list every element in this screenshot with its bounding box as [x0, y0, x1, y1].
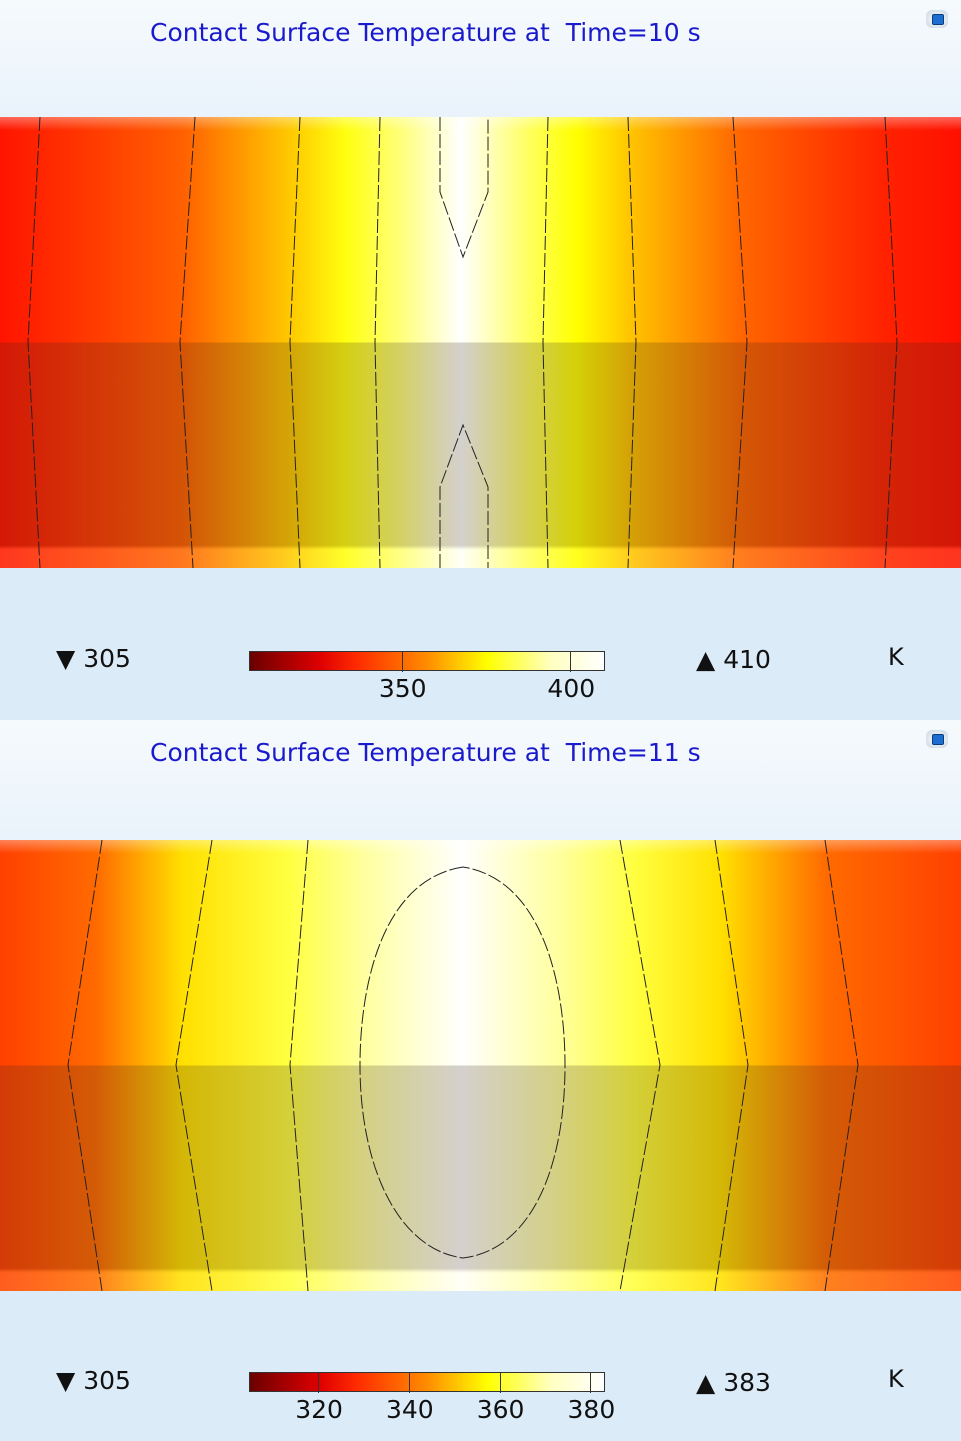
- isotherm-contour: [732, 117, 748, 568]
- colorbar-tick-label: 350: [378, 674, 427, 703]
- isotherm-contour: [179, 117, 196, 568]
- colorbar-tick-label: 400: [547, 674, 596, 703]
- colorbar-tick: [401, 652, 403, 672]
- colorbar: 350 400: [249, 651, 605, 703]
- min-value: ▼ 305: [56, 644, 131, 673]
- colorbar-tick: [590, 1373, 592, 1393]
- isotherm-contour: [619, 840, 661, 1291]
- isotherm-contour: [714, 840, 749, 1291]
- colorbar-tick: [318, 1373, 320, 1393]
- unit-label: K: [888, 1365, 904, 1393]
- camera-icon[interactable]: [926, 730, 948, 748]
- max-value: ▲ 410: [696, 645, 771, 674]
- colorbar: 320 340 360 380: [249, 1372, 615, 1424]
- isotherm-contour: [439, 423, 489, 568]
- unit-label: K: [888, 643, 904, 671]
- down-triangle-icon: ▼: [56, 1366, 76, 1395]
- isotherm-contour: [884, 117, 898, 568]
- isotherm-contour: [359, 866, 566, 1259]
- down-triangle-icon: ▼: [56, 644, 76, 673]
- up-triangle-icon: ▲: [696, 645, 716, 674]
- lower-body-shading: [0, 840, 961, 1291]
- isotherm-contour: [439, 117, 489, 259]
- isotherm-contour: [27, 117, 41, 568]
- colorbar-tick-label: 380: [567, 1395, 616, 1424]
- up-triangle-icon: ▲: [696, 1368, 716, 1397]
- plot-panel-time-10: Contact Surface Temperature at Time=10 s…: [0, 0, 961, 718]
- heatmap-surface: [0, 840, 961, 1291]
- isotherm-contour: [627, 117, 637, 568]
- min-value: ▼ 305: [56, 1366, 131, 1395]
- plot-title: Contact Surface Temperature at Time=11 s: [150, 738, 701, 767]
- colorbar-tick: [570, 652, 572, 672]
- min-label: 305: [83, 1366, 131, 1395]
- plot-panel-time-11: Contact Surface Temperature at Time=11 s…: [0, 720, 961, 1441]
- max-label: 410: [723, 645, 771, 674]
- isotherm-contour: [175, 840, 213, 1291]
- lower-body-shading: [0, 117, 961, 568]
- heatmap-surface: [0, 117, 961, 568]
- max-value: ▲ 383: [696, 1368, 771, 1397]
- colorbar-tick-label: 340: [385, 1395, 434, 1424]
- min-label: 305: [83, 644, 131, 673]
- max-label: 383: [723, 1368, 771, 1397]
- isotherm-contour: [824, 840, 859, 1291]
- camera-icon[interactable]: [926, 10, 948, 28]
- isotherm-contour: [542, 117, 549, 568]
- plot-title: Contact Surface Temperature at Time=10 s: [150, 18, 701, 47]
- isotherm-contour: [289, 840, 309, 1291]
- colorbar-tick: [408, 1373, 410, 1393]
- isotherm-contour: [67, 840, 103, 1291]
- colorbar-tick-label: 360: [476, 1395, 525, 1424]
- colorbar-tick: [499, 1373, 501, 1393]
- isotherm-contour: [289, 117, 301, 568]
- colorbar-tick-label: 320: [295, 1395, 343, 1424]
- isotherm-contour: [374, 117, 381, 568]
